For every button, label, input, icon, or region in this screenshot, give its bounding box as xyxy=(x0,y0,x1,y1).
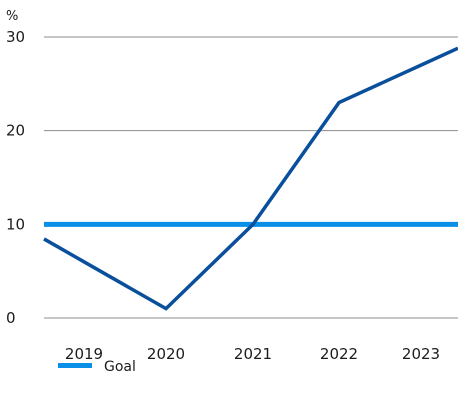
legend-swatch-goal xyxy=(58,363,92,368)
x-tick-label-2019: 2019 xyxy=(65,345,103,363)
x-tick-label-2020: 2020 xyxy=(147,345,185,363)
legend-label-goal: Goal xyxy=(104,359,136,375)
y-tick-label-30: 30 xyxy=(6,28,25,46)
y-tick-label-20: 20 xyxy=(6,122,25,140)
x-axis-tick-labels: 2019 2020 2021 2022 2023 xyxy=(65,345,440,363)
legend: Goal xyxy=(58,359,136,375)
series-line-0 xyxy=(43,46,458,311)
x-tick-label-2023: 2023 xyxy=(402,345,440,363)
series-group xyxy=(43,46,458,311)
x-tick-label-2021: 2021 xyxy=(234,345,272,363)
y-tick-label-0: 0 xyxy=(6,309,16,327)
y-unit-label: % xyxy=(6,9,18,24)
y-axis-tick-labels: 0 10 20 30 xyxy=(6,28,25,327)
y-tick-label-10: 10 xyxy=(6,215,25,233)
x-tick-label-2022: 2022 xyxy=(320,345,358,363)
